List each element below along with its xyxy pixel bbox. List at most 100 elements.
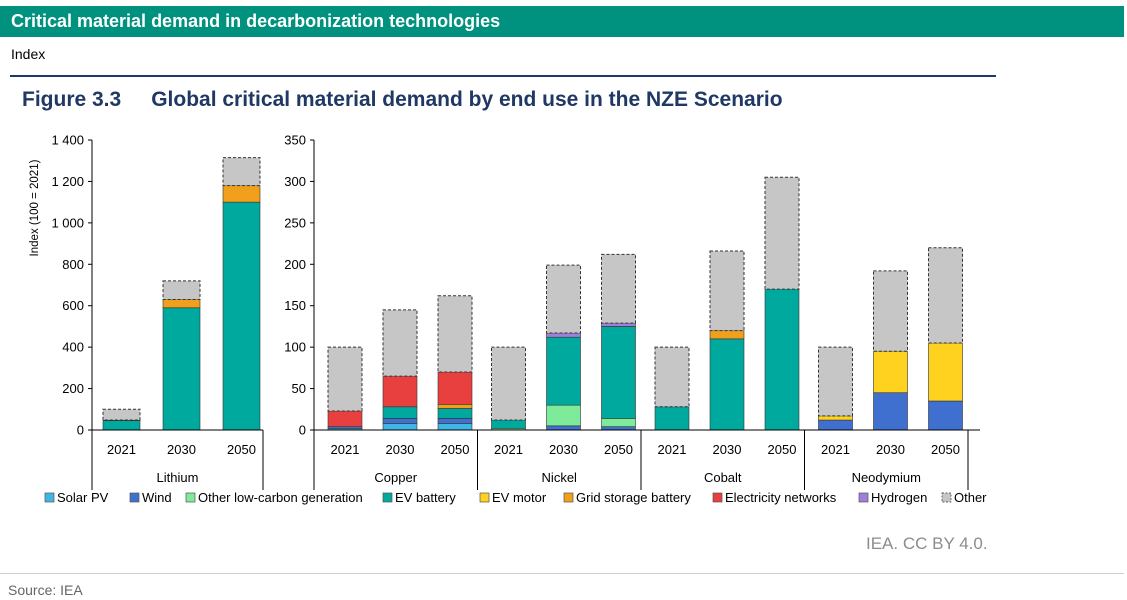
bar-segment-wind — [818, 419, 853, 431]
legend-swatch-solar-pv — [44, 492, 55, 503]
y-tick-label: 600 — [62, 298, 84, 313]
material-demand-chart: 0 200 400 600 800 1 000 1 200 1 400 2021 2030 2050… — [29, 133, 987, 506]
bar-segment-grid-storage-battery — [222, 185, 261, 203]
x-tick-label: 2050 — [227, 442, 256, 457]
y-tick-label: 100 — [284, 340, 306, 355]
license-credit: IEA. CC BY 4.0. — [866, 534, 988, 553]
x-tick-label: 2021 — [821, 442, 850, 457]
bar-segment-other — [102, 408, 141, 421]
bar-segment-ev-battery — [222, 201, 261, 431]
bar-segment-ev-battery — [764, 288, 800, 431]
bar-segment-ev-battery — [102, 420, 141, 431]
x-tick-label: 2021 — [658, 442, 687, 457]
legend-swatch-hydrogen — [858, 492, 869, 503]
figure-title-block: Figure 3.3 Global critical material deman… — [22, 88, 783, 112]
bar-segment-hydrogen — [546, 332, 581, 338]
x-tick-label: 2050 — [768, 442, 797, 457]
bar-segment-wind — [437, 418, 473, 424]
legend-swatch-grid-storage-battery — [563, 492, 574, 503]
bar-segment-solar-pv — [437, 423, 473, 431]
y-tick-label: 0 — [77, 423, 84, 438]
legend-label-wind: Wind — [142, 490, 172, 505]
x-tick-label: 2021 — [107, 442, 136, 457]
y-tick-label: 50 — [292, 381, 306, 396]
legend-label-other-low-carbon-generation: Other low-carbon generation — [198, 490, 363, 505]
bar-segment-ev-battery — [437, 408, 473, 419]
bar-segment-electricity-networks — [327, 410, 363, 427]
legend-swatch-other — [941, 492, 952, 503]
bar-segment-wind — [928, 400, 963, 431]
bar-segment-ev-battery — [382, 406, 418, 419]
legend-swatch-wind — [129, 492, 140, 503]
group-label-nickel: Nickel — [542, 470, 578, 485]
bar-segment-ev-battery — [546, 336, 581, 406]
bar-segment-other — [491, 346, 526, 421]
x-tick-label: 2050 — [441, 442, 470, 457]
bar-segment-grid-storage-battery — [437, 404, 473, 409]
bar-segment-other — [437, 295, 473, 373]
bar-segment-grid-storage-battery — [162, 299, 201, 309]
legend-label-other: Other — [954, 490, 987, 505]
bar-segment-other — [382, 309, 418, 377]
header-banner: Critical material demand in decarbonizat… — [0, 6, 1124, 37]
x-tick-label: 2021 — [331, 442, 360, 457]
title-rule — [10, 75, 996, 77]
bar-segment-grid-storage-battery — [709, 330, 745, 340]
bar-segment-other-low-carbon-generation — [601, 418, 636, 427]
legend-swatch-ev-battery — [382, 492, 393, 503]
source-text: Source: IEA — [8, 582, 83, 598]
bar-segment-ev-motor — [928, 342, 963, 402]
y-tick-label: 200 — [62, 381, 84, 396]
group-label-neodymium: Neodymium — [852, 470, 921, 485]
x-tick-label: 2030 — [549, 442, 578, 457]
group-label-copper: Copper — [374, 470, 417, 485]
figure-title: Global critical material demand by end u… — [151, 88, 783, 111]
y-tick-label: 1 000 — [51, 215, 84, 230]
legend-label-ev-motor: EV motor — [492, 490, 547, 505]
y-tick-label: 150 — [284, 298, 306, 313]
bar-segment-electricity-networks — [382, 375, 418, 408]
x-tick-label: 2050 — [604, 442, 633, 457]
bar-segment-other — [601, 253, 636, 324]
bar-segment-ev-battery — [162, 307, 201, 431]
bar-segment-solar-pv — [382, 423, 418, 431]
legend-swatch-ev-motor — [479, 492, 490, 503]
bar-segment-wind — [873, 392, 908, 431]
y-tick-label: 0 — [299, 423, 306, 438]
x-tick-label: 2030 — [876, 442, 905, 457]
bar-segment-other — [654, 346, 690, 408]
y-tick-label: 1 400 — [51, 133, 84, 148]
group-label-cobalt: Cobalt — [704, 470, 742, 485]
y-tick-label: 350 — [284, 133, 306, 148]
bar-segment-electricity-networks — [437, 371, 473, 405]
legend-label-hydrogen: Hydrogen — [871, 490, 927, 505]
legend-label-ev-battery: EV battery — [395, 490, 456, 505]
group-label-lithium: Lithium — [157, 470, 199, 485]
x-tick-label: 2021 — [494, 442, 523, 457]
bar-segment-ev-battery — [654, 406, 690, 431]
bar-segment-ev-battery — [601, 326, 636, 419]
y-tick-label: 200 — [284, 257, 306, 272]
figure-number: Figure 3.3 — [22, 88, 122, 111]
bar-segment-other — [222, 157, 261, 187]
header-title: Critical material demand in decarbonizat… — [11, 11, 501, 31]
bar-segment-wind — [382, 418, 418, 424]
header-subtitle: Index — [11, 46, 46, 62]
bar-segment-other — [873, 270, 908, 352]
bar-segment-other — [162, 280, 201, 301]
legend-label-solar-pv: Solar PV — [57, 490, 109, 505]
x-tick-label: 2050 — [931, 442, 960, 457]
source-divider — [0, 573, 1124, 574]
bar-segment-other-low-carbon-generation — [546, 404, 581, 427]
x-tick-label: 2030 — [386, 442, 415, 457]
y-tick-label: 400 — [62, 340, 84, 355]
bar-segment-ev-battery — [491, 419, 526, 429]
bar-segment-wind — [546, 425, 581, 431]
bar-segment-ev-motor — [818, 415, 853, 421]
bar-segment-ev-battery — [709, 338, 745, 431]
legend-label-grid-storage-battery: Grid storage battery — [576, 490, 691, 505]
y-tick-label: 300 — [284, 174, 306, 189]
y-tick-label: 250 — [284, 215, 306, 230]
bar-segment-ev-motor — [873, 350, 908, 394]
y-axis-title: Index (100 = 2021) — [29, 159, 41, 256]
